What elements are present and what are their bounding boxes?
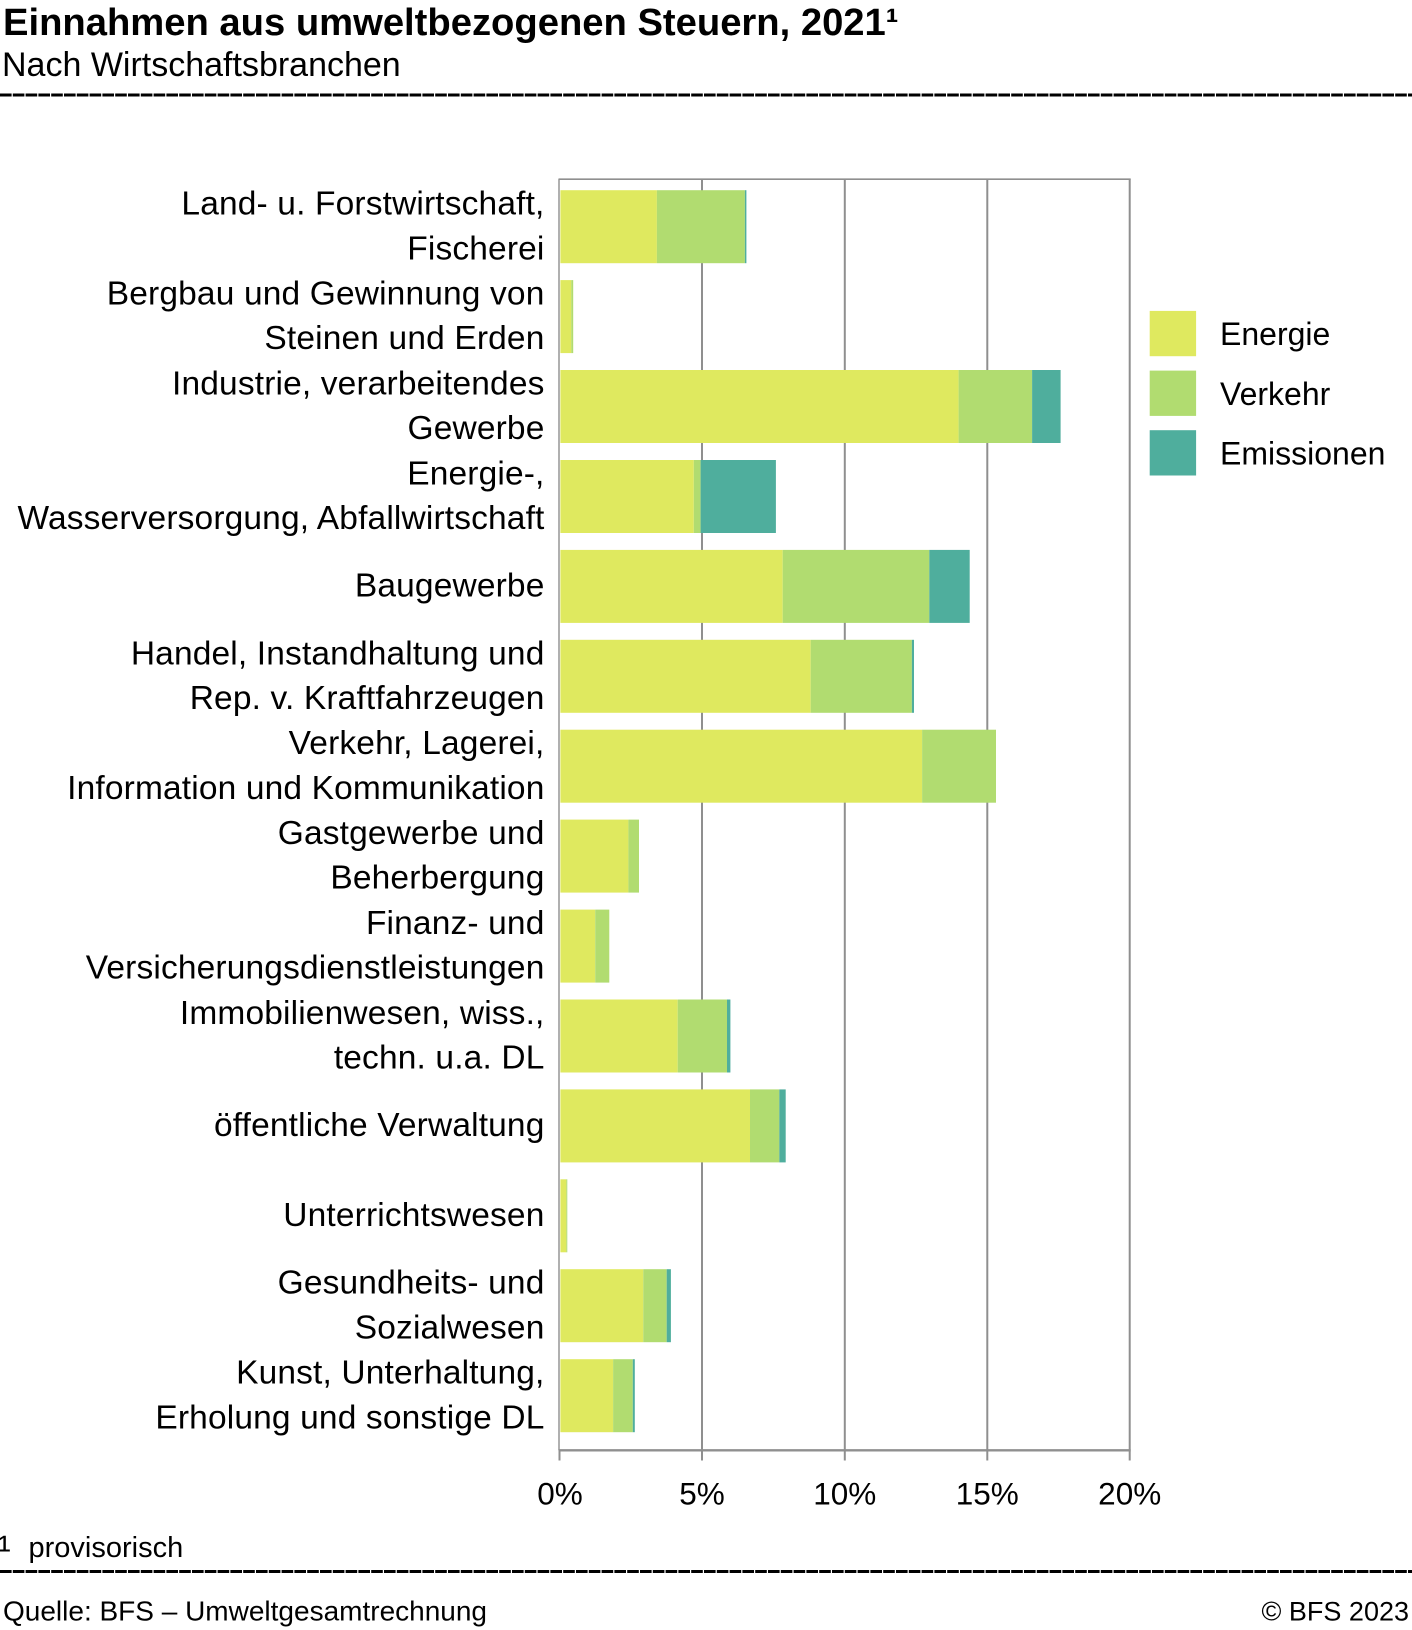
svg-text:Erholung und sonstige DL: Erholung und sonstige DL: [155, 1399, 544, 1436]
svg-text:Energie-,: Energie-,: [407, 456, 544, 493]
svg-text:Immobilienwesen, wiss.,: Immobilienwesen, wiss.,: [180, 995, 545, 1032]
svg-text:Rep. v. Kraftfahrzeugen: Rep. v. Kraftfahrzeugen: [190, 680, 545, 717]
svg-text:5%: 5%: [679, 1476, 725, 1512]
svg-text:0%: 0%: [537, 1476, 583, 1512]
svg-text:© BFS 2023: © BFS 2023: [1262, 1597, 1409, 1627]
svg-text:provisorisch: provisorisch: [29, 1532, 184, 1564]
svg-text:15%: 15%: [956, 1476, 1019, 1512]
svg-text:Nach Wirtschaftsbranchen: Nach Wirtschaftsbranchen: [2, 46, 401, 84]
svg-text:Versicherungsdienstleistungen: Versicherungsdienstleistungen: [86, 950, 545, 987]
svg-text:Quelle: BFS – Umweltgesamtrech: Quelle: BFS – Umweltgesamtrechnung: [3, 1596, 487, 1627]
svg-text:Fischerei: Fischerei: [407, 230, 544, 267]
svg-text:Finanz- und: Finanz- und: [366, 905, 545, 942]
svg-text:Wasserversorgung, Abfallwirtsc: Wasserversorgung, Abfallwirtschaft: [17, 500, 545, 537]
svg-text:öffentliche Verwaltung: öffentliche Verwaltung: [214, 1107, 544, 1144]
svg-text:techn. u.a. DL: techn. u.a. DL: [334, 1040, 545, 1077]
svg-text:Gastgewerbe und: Gastgewerbe und: [278, 815, 545, 852]
svg-text:¹: ¹: [0, 1529, 11, 1571]
svg-text:Gesundheits- und: Gesundheits- und: [278, 1265, 545, 1302]
svg-text:Beherbergung: Beherbergung: [330, 860, 544, 897]
svg-text:Land- u. Forstwirtschaft,: Land- u. Forstwirtschaft,: [181, 186, 544, 223]
svg-text:Unterrichtswesen: Unterrichtswesen: [283, 1197, 544, 1234]
svg-text:Handel, Instandhaltung und: Handel, Instandhaltung und: [131, 635, 545, 672]
svg-text:20%: 20%: [1098, 1476, 1161, 1512]
svg-text:Emissionen: Emissionen: [1220, 436, 1385, 472]
svg-text:Gewerbe: Gewerbe: [408, 410, 545, 447]
svg-text:Bergbau und Gewinnung von: Bergbau und Gewinnung von: [107, 276, 545, 313]
svg-text:Verkehr, Lagerei,: Verkehr, Lagerei,: [289, 725, 545, 762]
svg-text:10%: 10%: [813, 1476, 876, 1512]
svg-text:Verkehr: Verkehr: [1220, 376, 1331, 412]
svg-text:Steinen und Erden: Steinen und Erden: [264, 320, 544, 357]
svg-text:Baugewerbe: Baugewerbe: [355, 567, 545, 604]
svg-text:Kunst, Unterhaltung,: Kunst, Unterhaltung,: [236, 1355, 544, 1392]
svg-text:Energie: Energie: [1220, 316, 1330, 352]
svg-text:Information und Kommunikation: Information und Kommunikation: [67, 770, 544, 807]
svg-text:Industrie, verarbeitendes: Industrie, verarbeitendes: [172, 366, 544, 403]
svg-text:Sozialwesen: Sozialwesen: [355, 1309, 545, 1346]
svg-text:Einnahmen aus umweltbezogenen: Einnahmen aus umweltbezogenen Steuern, 2…: [3, 1, 899, 44]
